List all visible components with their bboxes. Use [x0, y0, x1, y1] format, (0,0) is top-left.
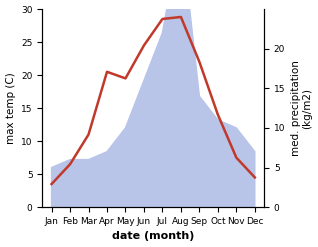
X-axis label: date (month): date (month) [112, 231, 194, 242]
Y-axis label: med. precipitation
(kg/m2): med. precipitation (kg/m2) [291, 60, 313, 156]
Y-axis label: max temp (C): max temp (C) [5, 72, 16, 144]
